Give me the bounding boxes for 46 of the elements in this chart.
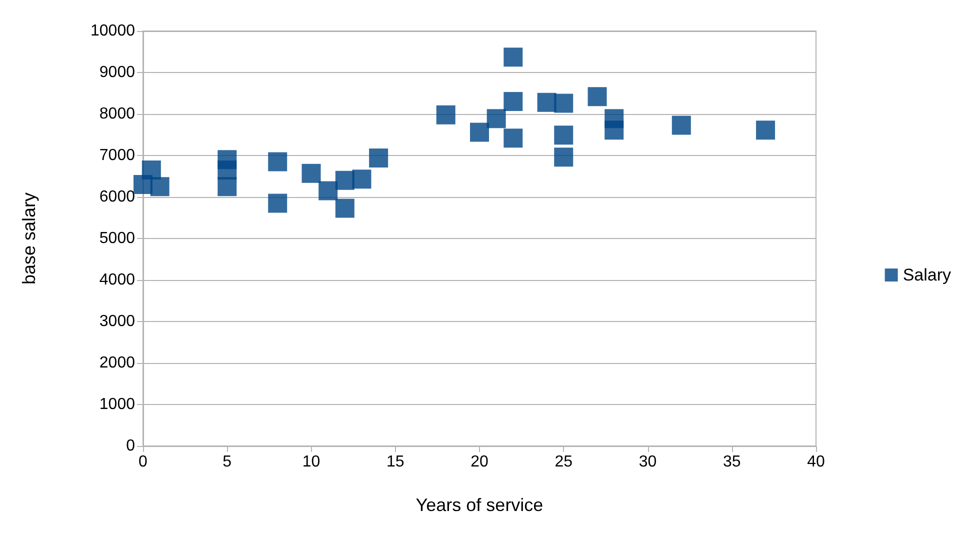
point (335, 198, 354, 218)
point (142, 160, 161, 180)
x-tick-label: 15 (386, 454, 404, 470)
y-tick-label: 6000 (99, 188, 136, 206)
x-tick-label: 40 (807, 454, 825, 470)
point (369, 148, 388, 168)
y-tick-label: 3000 (99, 313, 136, 330)
x-tick-label: 10 (302, 454, 320, 470)
point (504, 128, 523, 148)
point (150, 177, 170, 196)
y-tick-label: 7000 (99, 147, 136, 164)
point (486, 109, 506, 128)
point (554, 148, 574, 167)
x-tick-label: 35 (722, 454, 741, 470)
x-tick-label: 25 (554, 454, 573, 470)
point (470, 122, 489, 142)
point (554, 94, 574, 113)
y-tick-label: 10000 (90, 22, 136, 40)
y-tick-label: 9000 (99, 64, 136, 81)
y-tick-label: 2000 (99, 354, 136, 372)
x-tick-label: 0 (138, 454, 148, 470)
point (268, 194, 288, 213)
y-tick-label: 4000 (99, 272, 136, 288)
y-axis-title: base salary (19, 192, 39, 285)
legend-label: Salary (902, 266, 952, 284)
point (604, 120, 624, 140)
point (672, 116, 691, 135)
point (554, 126, 574, 145)
point (318, 181, 338, 200)
x-tick-label: 30 (638, 454, 657, 470)
y-tick-label: 1000 (99, 396, 136, 413)
point (218, 177, 237, 196)
point (352, 170, 372, 189)
point (504, 48, 523, 67)
point (302, 164, 321, 183)
y-tick-label: 5000 (99, 230, 136, 247)
point (588, 87, 607, 106)
x-tick-label: 20 (470, 454, 488, 470)
point (756, 120, 776, 140)
point (268, 152, 288, 172)
y-tick-label: 0 (126, 438, 136, 454)
point (436, 105, 456, 124)
y-tick-label: 8000 (99, 106, 136, 122)
x-tick-label: 5 (222, 454, 232, 470)
x-axis-title: Years of service (416, 495, 544, 515)
point (504, 92, 523, 112)
